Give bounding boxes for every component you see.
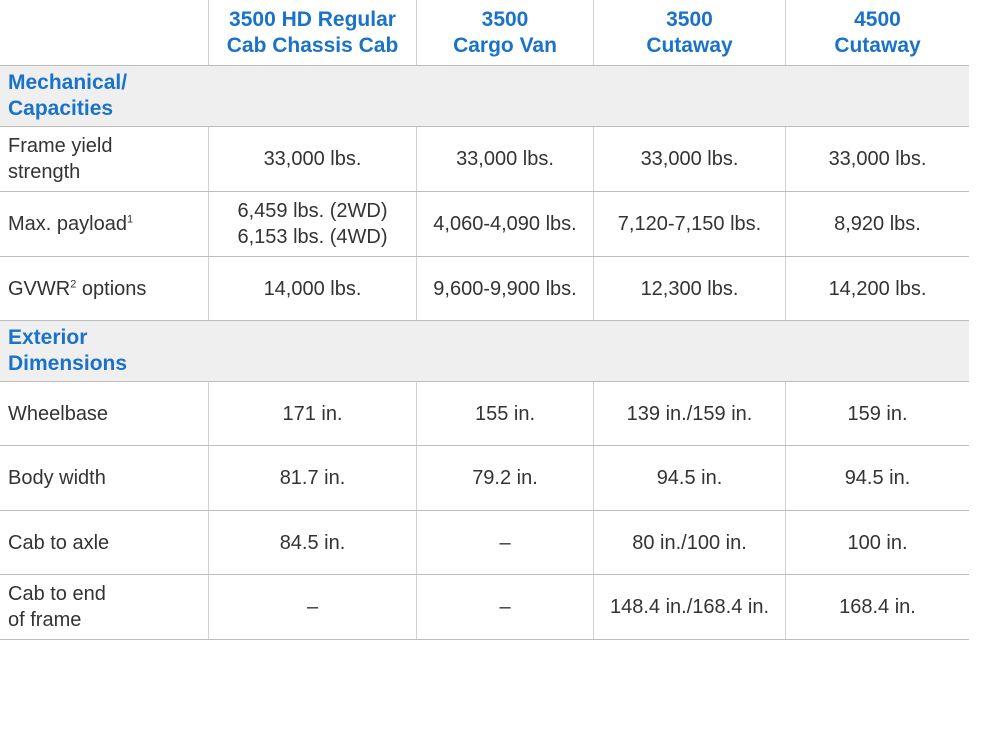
value-cell: – — [416, 511, 593, 574]
value-cell: 168.4 in. — [785, 575, 969, 639]
row-label: Cab to end of frame — [0, 575, 208, 639]
column-header: 3500 Cargo Van — [416, 0, 593, 65]
footnote-mark: 1 — [126, 213, 134, 226]
value-cell: 148.4 in./168.4 in. — [593, 575, 785, 639]
value-cell: 33,000 lbs. — [208, 127, 416, 191]
value-cell: 80 in./100 in. — [593, 511, 785, 574]
value-cell: 4,060-4,090 lbs. — [416, 192, 593, 256]
value-cell: 171 in. — [208, 382, 416, 445]
value-cell: 12,300 lbs. — [593, 257, 785, 320]
label-text: Cab to end of frame — [8, 581, 106, 633]
table-row: Cab to end of frame – –148.4 in./168.4 in.… — [0, 575, 969, 640]
column-header: 3500 Cutaway — [593, 0, 785, 65]
value-cell: 9,600-9,900 lbs. — [416, 257, 593, 320]
value-cell: – — [416, 575, 593, 639]
value-cell: 159 in. — [785, 382, 969, 445]
label-text: Body width — [8, 465, 106, 491]
value-cell: 33,000 lbs. — [416, 127, 593, 191]
table-row: Wheelbase 171 in. 155 in. 139 in./159 in. 15… — [0, 382, 969, 446]
value-cell: 14,200 lbs. — [785, 257, 969, 320]
section-title: Exterior Dimensions — [0, 321, 969, 382]
row-label: Body width — [0, 446, 208, 510]
value-cell: 84.5 in. — [208, 511, 416, 574]
value-cell: – — [208, 575, 416, 639]
footnote-mark: 2 — [70, 277, 77, 290]
value-cell: 7,120-7,150 lbs. — [593, 192, 785, 256]
label-text: GVWR2 options — [8, 276, 146, 302]
value-cell: 100 in. — [785, 511, 969, 574]
label: Frame yield strength — [8, 135, 113, 183]
row-label: Wheelbase — [0, 382, 208, 445]
row-label: Frame yield strength — [0, 127, 208, 191]
corner-cell — [0, 0, 208, 65]
value-cell: 33,000 lbs. — [593, 127, 785, 191]
label-text: Max. payload1 — [8, 211, 133, 237]
spec-table: 3500 HD Regular Cab Chassis Cab 3500 Carg… — [0, 0, 969, 640]
value-cell: 8,920 lbs. — [785, 192, 969, 256]
table-row: Cab to axle 84.5 in. –80 in./100 in. 100 in… — [0, 511, 969, 575]
label-text: Wheelbase — [8, 401, 108, 427]
row-label: GVWR2 options — [0, 257, 208, 320]
value-cell: 155 in. — [416, 382, 593, 445]
label: Max. payload — [8, 213, 127, 235]
label: Cab to axle — [8, 531, 110, 554]
label: Cab to end of frame — [8, 583, 106, 631]
value-cell: 33,000 lbs. — [785, 127, 969, 191]
value-cell: 6,459 lbs. (2WD) 6,153 lbs. (4WD) — [208, 192, 416, 256]
table-row: Max. payload1 6,459 lbs. (2WD) 6,153 lbs.… — [0, 192, 969, 257]
label: GVWR — [8, 277, 71, 300]
label-text: Frame yield strength — [8, 133, 112, 185]
value-cell: 139 in./159 in. — [593, 382, 785, 445]
value-cell: 94.5 in. — [785, 446, 969, 510]
section-title: Mechanical/ Capacities — [0, 66, 969, 127]
value-cell: 14,000 lbs. — [208, 257, 416, 320]
table-row: GVWR2 options 14,000 lbs. 9,600-9,900 lbs.… — [0, 257, 969, 321]
table-row: Body width 81.7 in. 79.2 in. 94.5 in. 94.5 i… — [0, 446, 969, 511]
label: options — [76, 277, 147, 300]
row-label: Max. payload1 — [0, 192, 208, 256]
value-cell: 81.7 in. — [208, 446, 416, 510]
label: Body width — [8, 467, 106, 489]
column-header: 3500 HD Regular Cab Chassis Cab — [208, 0, 416, 65]
label: Wheelbase — [8, 402, 109, 425]
label-text: Cab to axle — [8, 530, 109, 556]
column-header: 4500 Cutaway — [785, 0, 969, 65]
header-row: 3500 HD Regular Cab Chassis Cab 3500 Carg… — [0, 0, 969, 66]
row-label: Cab to axle — [0, 511, 208, 574]
value-cell: 94.5 in. — [593, 446, 785, 510]
table-row: Frame yield strength 33,000 lbs. 33,000 lb… — [0, 127, 969, 192]
value-cell: 79.2 in. — [416, 446, 593, 510]
